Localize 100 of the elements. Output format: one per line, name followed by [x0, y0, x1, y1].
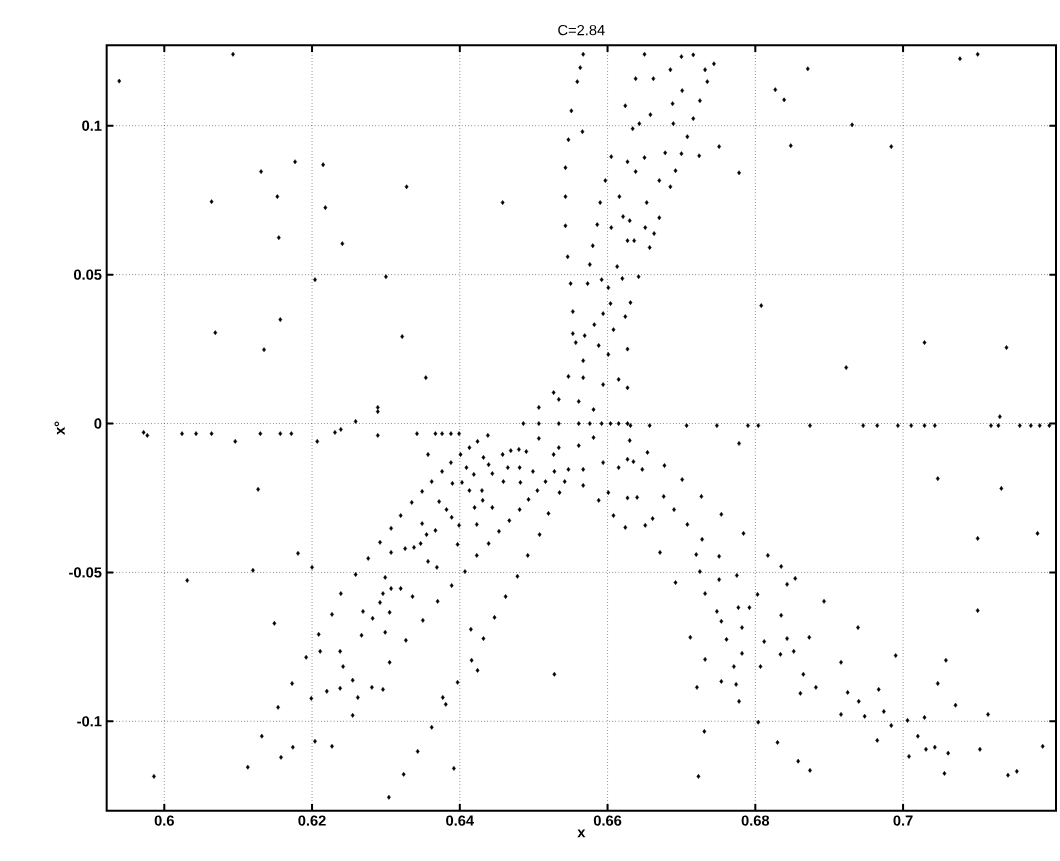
point [627, 437, 632, 443]
point [595, 222, 600, 227]
point [741, 530, 746, 536]
y-tick-label: 0.05 [74, 269, 102, 280]
point [580, 129, 585, 134]
point [625, 159, 630, 165]
point [603, 177, 608, 183]
point [644, 200, 649, 205]
point [578, 65, 583, 70]
point [213, 330, 218, 335]
point [440, 431, 444, 436]
point [935, 680, 940, 686]
point [625, 346, 630, 352]
point [556, 420, 561, 426]
point [596, 342, 601, 348]
point [684, 423, 689, 428]
point [844, 364, 849, 370]
point [515, 573, 520, 579]
point [633, 169, 638, 174]
point [259, 169, 263, 174]
point [679, 151, 684, 156]
point [691, 52, 696, 58]
point [623, 314, 628, 319]
point [570, 309, 575, 314]
point [552, 671, 557, 677]
point [556, 396, 561, 402]
point [657, 215, 662, 220]
point [606, 285, 611, 290]
point [737, 170, 741, 176]
point [673, 579, 678, 585]
point [630, 126, 635, 131]
point [503, 593, 508, 599]
point [278, 431, 283, 436]
point [315, 438, 320, 444]
point [275, 194, 280, 199]
point [333, 429, 337, 435]
x-tick-label: 0.66 [593, 815, 622, 826]
point [457, 431, 461, 436]
point [662, 462, 667, 468]
point [194, 431, 198, 436]
point [759, 303, 764, 308]
point [671, 121, 676, 126]
point [568, 281, 573, 286]
point [576, 398, 581, 404]
point [556, 445, 561, 450]
point [500, 200, 505, 205]
point [808, 423, 812, 428]
point [625, 456, 630, 462]
point [400, 334, 405, 339]
point [415, 748, 420, 754]
point [642, 155, 647, 160]
point [469, 626, 473, 632]
point [582, 333, 587, 338]
point [591, 406, 596, 412]
point [601, 459, 605, 465]
point [233, 438, 238, 444]
point [575, 79, 580, 84]
point [557, 490, 562, 495]
point [481, 635, 486, 641]
point [475, 667, 480, 673]
point [715, 423, 719, 428]
point [625, 385, 630, 391]
point [850, 122, 854, 128]
point [551, 390, 556, 395]
point [587, 420, 592, 426]
point [922, 339, 927, 345]
point [563, 223, 568, 229]
y-axis-title: x° [54, 421, 65, 435]
point [608, 300, 613, 306]
point [637, 121, 642, 126]
point [536, 420, 541, 426]
point [648, 112, 653, 117]
point [986, 711, 990, 717]
point [643, 225, 648, 230]
point [258, 431, 263, 436]
point [276, 235, 281, 240]
point [631, 459, 636, 464]
point [617, 194, 622, 199]
y-tick-label: -0.05 [69, 567, 102, 578]
point [621, 214, 625, 219]
point [697, 153, 702, 159]
point [415, 431, 419, 436]
point [932, 423, 937, 428]
point [679, 54, 684, 59]
point [688, 634, 693, 640]
y-tick-label: 0 [94, 418, 102, 429]
point [1004, 345, 1009, 350]
point [375, 409, 380, 414]
point [623, 103, 628, 109]
x-axis-title: x [577, 829, 586, 838]
point [581, 375, 586, 380]
point [536, 435, 541, 441]
point [636, 274, 641, 279]
point [141, 429, 146, 435]
point [209, 431, 214, 436]
x-tick-label: 0.6 [154, 815, 174, 826]
point [340, 241, 345, 246]
x-tick-label: 0.68 [741, 815, 770, 826]
x-tick-label: 0.64 [446, 815, 474, 826]
point [565, 254, 570, 260]
